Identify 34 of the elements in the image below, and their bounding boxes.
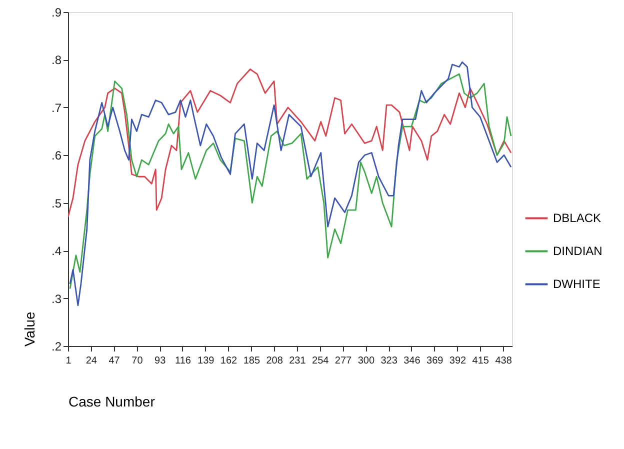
y-tick-label: .9 [51, 6, 62, 20]
x-tick-label: 392 [449, 356, 467, 366]
x-axis-title: Case Number [68, 394, 156, 410]
x-tick-label: 116 [175, 356, 192, 366]
y-axis-title: Value [21, 312, 38, 346]
x-tick-label: 346 [404, 356, 421, 366]
x-tick-label: 24 [86, 356, 98, 366]
x-tick-label: 415 [472, 356, 490, 366]
x-tick-label: 1 [66, 356, 72, 366]
line-series [68, 68, 512, 218]
legend-label: DWHITE [553, 277, 600, 292]
x-tick-label: 139 [198, 356, 215, 366]
legend-label: DBLACK [553, 211, 602, 226]
y-tick-label: .6 [51, 148, 62, 163]
y-tick-label: .5 [51, 196, 62, 210]
x-tick-label: 93 [154, 356, 166, 366]
x-tick-label: 300 [358, 356, 375, 366]
y-tick-label: .4 [51, 244, 62, 258]
x-tick-label: 277 [334, 356, 352, 366]
x-tick-label: 185 [243, 356, 260, 366]
x-tick-label: 254 [312, 356, 330, 366]
x-tick-label: 323 [380, 356, 398, 366]
x-tick-label: 70 [132, 356, 144, 366]
y-tick-label: .8 [51, 53, 62, 68]
y-tick-label: .2 [51, 340, 62, 354]
x-tick-label: 231 [289, 356, 306, 366]
y-tick-label: .7 [51, 100, 62, 115]
x-tick-label: 162 [220, 356, 238, 366]
x-tick-label: 438 [495, 356, 512, 366]
x-tick-label: 47 [108, 356, 120, 366]
x-tick-label: 369 [426, 356, 444, 366]
x-tick-label: 208 [266, 356, 284, 366]
y-tick-label: .3 [51, 292, 62, 306]
legend-label: DINDIAN [553, 244, 602, 258]
